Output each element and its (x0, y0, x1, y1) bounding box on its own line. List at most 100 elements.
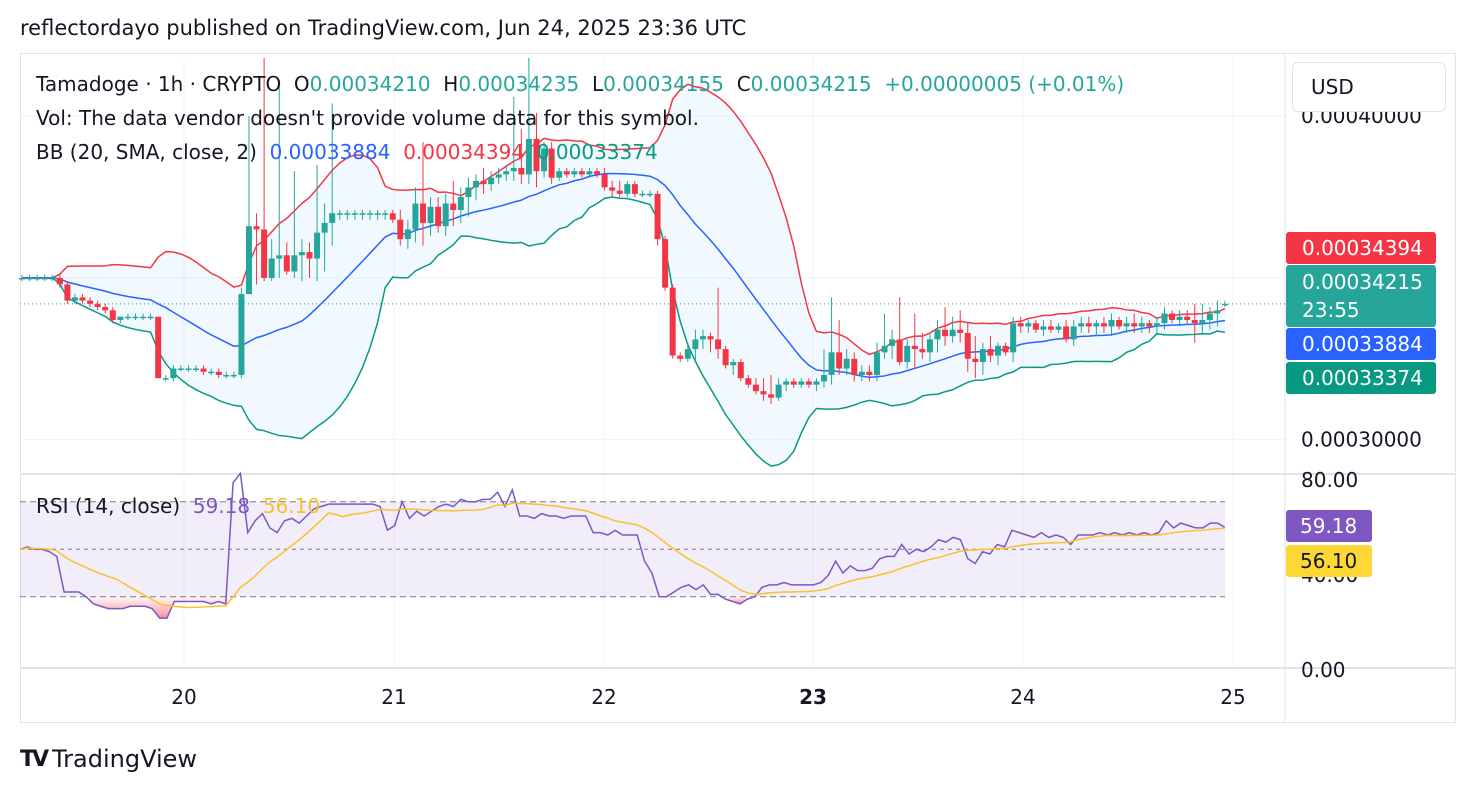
candle-body (851, 358, 858, 375)
candle-body (1063, 326, 1070, 340)
candle-body (87, 300, 94, 304)
candle-body (238, 294, 245, 375)
rsi-legend[interactable]: RSI (14, close) 59.18 56.10 (36, 494, 320, 518)
currency-selector[interactable]: USD (1292, 62, 1446, 112)
candle-body (821, 374, 827, 382)
candle-body (382, 213, 389, 215)
high-label: H (443, 72, 459, 96)
candle-body (987, 349, 994, 356)
candle-body (798, 381, 805, 385)
open-value: 0.00034210 (309, 72, 431, 96)
candle-body (329, 213, 336, 223)
candle-body (760, 391, 767, 395)
bb-basis-price-tag: 0.00033884 (1286, 328, 1436, 360)
candle-body (162, 378, 169, 380)
candle-body (964, 332, 971, 359)
candle-body (140, 316, 147, 319)
candle-body (1025, 323, 1032, 327)
candle-body (185, 368, 192, 370)
candle-body (1010, 323, 1017, 353)
bb-basis-line (22, 172, 1226, 379)
ohlc-legend: Tamadoge · 1h · CRYPTO O0.00034210 H0.00… (36, 72, 1124, 96)
bb-basis-value: 0.00033884 (269, 140, 391, 164)
candle-body (949, 329, 956, 337)
candle-body (359, 213, 366, 215)
candle-body (1032, 323, 1039, 330)
candle-body (556, 171, 563, 178)
candle-body (1169, 313, 1176, 320)
candle-body (442, 203, 449, 227)
candle-body (911, 345, 918, 350)
candle-body (261, 229, 268, 278)
candle-body (843, 358, 850, 369)
candle-body (64, 284, 71, 301)
bb-legend[interactable]: BB (20, SMA, close, 2) 0.00033884 0.0003… (36, 140, 658, 164)
candle-body (336, 213, 343, 215)
candle-body (1116, 319, 1123, 327)
candle-body (1047, 326, 1054, 330)
candle-body (1123, 323, 1130, 327)
candle-body (616, 190, 623, 194)
candle-body (268, 258, 275, 278)
candle-body (1002, 345, 1009, 353)
candle-body (389, 213, 396, 220)
candle-body (1017, 323, 1024, 327)
candle-body (586, 171, 593, 175)
candle-body (1161, 313, 1168, 324)
candle-body (1055, 326, 1062, 330)
candle-body (367, 213, 374, 215)
candle-body (488, 177, 495, 185)
candle-body (518, 167, 525, 175)
candle-body (942, 329, 949, 337)
high-value: 0.00034235 (458, 72, 580, 96)
candle-body (601, 174, 608, 188)
time-axis-label: 25 (1220, 685, 1245, 709)
candle-body (71, 297, 78, 301)
candle-body (1153, 323, 1160, 327)
candle-body (276, 255, 283, 259)
candle-body (752, 384, 759, 392)
rsi-ma-line (19, 502, 1226, 609)
volume-note: Vol: The data vendor doesn't provide vol… (36, 106, 699, 130)
tradingview-footer[interactable]: TV TradingView (20, 744, 197, 774)
candle-body (1199, 319, 1206, 324)
candle-body (1093, 323, 1100, 327)
time-axis-label: 21 (381, 685, 406, 709)
candle-body (177, 368, 184, 370)
candle-body (495, 174, 502, 178)
candle-body (253, 226, 260, 230)
publish-header: reflectordayo published on TradingView.c… (20, 16, 747, 40)
candle-body (790, 381, 797, 385)
time-axis-label: 20 (171, 685, 196, 709)
last-price-value: 0.00034215 (1302, 270, 1423, 294)
candle-body (692, 339, 699, 350)
candle-body (1040, 326, 1047, 330)
candle-body (1214, 310, 1221, 314)
candle-body (230, 374, 237, 377)
close-value: 0.00034215 (750, 72, 872, 96)
rsi-label: RSI (14, close) (36, 494, 181, 518)
candle-body (102, 307, 109, 311)
candle-body (979, 349, 986, 363)
brand-name: TradingView (52, 745, 198, 773)
bb-lower-line (22, 196, 1226, 467)
candle-body (1146, 323, 1153, 327)
candle-body (624, 184, 631, 194)
candle-body (813, 381, 820, 385)
candle-body (654, 193, 661, 240)
last-price-tag: 0.00034215 23:55 (1286, 265, 1436, 327)
candle-body (669, 287, 676, 356)
symbol-label[interactable]: Tamadoge · 1h · CRYPTO (36, 72, 282, 96)
candle-body (321, 222, 328, 233)
candle-body (745, 378, 752, 385)
tradingview-logo-icon: TV (20, 746, 49, 772)
rsi-oversold-fill (718, 596, 755, 604)
candle-body (677, 355, 684, 359)
price-axis-label: 0.00030000 (1301, 428, 1422, 452)
rsi-oversold-fill (86, 596, 234, 619)
candle-body (707, 336, 714, 340)
candle-body (639, 193, 646, 196)
candle-body (548, 148, 555, 178)
candle-body (1206, 313, 1213, 320)
candle-body (926, 339, 933, 353)
